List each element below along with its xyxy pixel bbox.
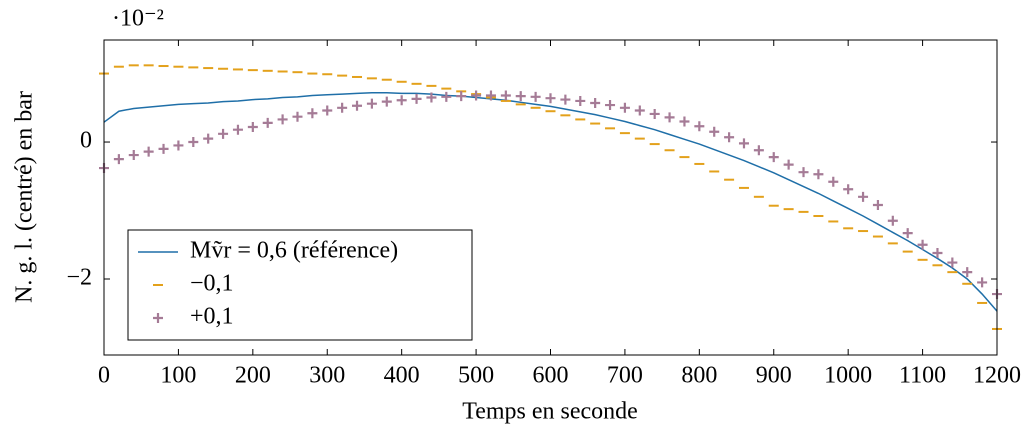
data-point xyxy=(649,108,660,119)
data-point xyxy=(471,90,482,101)
data-point xyxy=(753,145,764,156)
data-point xyxy=(128,150,139,161)
x-tick-label: 1000 xyxy=(824,363,872,389)
x-tick-label: 300 xyxy=(309,363,345,389)
y-tick-label: −2 xyxy=(66,264,92,290)
data-point xyxy=(456,91,467,102)
data-point xyxy=(738,138,749,149)
data-point xyxy=(694,121,705,132)
data-point xyxy=(307,108,318,119)
data-point xyxy=(590,98,601,108)
legend-label: +0,1 xyxy=(190,304,234,330)
data-point xyxy=(783,159,794,170)
data-point xyxy=(887,215,898,226)
data-point xyxy=(500,90,511,101)
data-point xyxy=(634,105,645,116)
legend-swatch xyxy=(153,313,163,323)
data-point xyxy=(813,169,824,180)
legend-label: Mṽr = 0,6 (référence) xyxy=(190,238,398,264)
data-point xyxy=(188,137,199,148)
data-point xyxy=(485,90,496,101)
data-point xyxy=(575,95,586,106)
data-point xyxy=(203,133,214,144)
x-tick-label: 1200 xyxy=(973,363,1021,389)
data-point xyxy=(798,167,809,178)
data-point xyxy=(709,126,720,137)
series-line xyxy=(103,91,998,312)
data-point xyxy=(962,267,973,278)
data-point xyxy=(977,277,988,288)
data-point xyxy=(173,140,184,151)
data-point xyxy=(411,93,422,104)
data-point xyxy=(113,154,124,165)
data-point xyxy=(560,94,571,105)
data-point xyxy=(679,116,690,127)
data-point xyxy=(947,257,958,268)
data-point xyxy=(277,114,288,125)
data-point xyxy=(768,152,779,163)
data-point xyxy=(426,92,437,103)
data-point xyxy=(828,176,839,187)
data-point xyxy=(262,117,273,128)
data-point xyxy=(872,200,883,211)
data-point xyxy=(515,91,526,102)
data-point xyxy=(724,132,735,143)
data-point xyxy=(337,102,348,113)
data-point xyxy=(292,111,303,122)
x-tick-label: 800 xyxy=(681,363,717,389)
data-point xyxy=(396,95,407,106)
y-axis-label: N. g. l. (centré) en bar xyxy=(12,91,38,303)
data-point xyxy=(664,112,675,123)
x-tick-label: 500 xyxy=(458,363,494,389)
data-point xyxy=(545,93,556,104)
data-point xyxy=(366,98,377,109)
x-tick-label: 1100 xyxy=(899,363,946,389)
plot-frame xyxy=(103,39,998,356)
x-tick-label: 400 xyxy=(384,363,420,389)
legend-label: −0,1 xyxy=(190,271,234,297)
data-point xyxy=(530,91,541,102)
y-tick-label: 0 xyxy=(80,128,92,154)
data-point xyxy=(843,184,854,195)
data-point xyxy=(352,100,363,111)
data-point xyxy=(218,128,229,139)
legend-box xyxy=(127,229,473,341)
x-tick-label: 0 xyxy=(98,363,110,389)
data-point xyxy=(158,143,169,154)
data-point xyxy=(232,124,243,135)
data-point xyxy=(932,247,943,258)
data-point xyxy=(605,100,616,111)
data-point xyxy=(247,121,258,132)
x-tick-label: 700 xyxy=(607,363,643,389)
data-point xyxy=(322,105,333,116)
x-tick-label: 900 xyxy=(756,363,792,389)
x-tick-label: 100 xyxy=(160,363,196,389)
data-point xyxy=(858,191,869,202)
data-point xyxy=(902,228,913,239)
x-tick-label: 600 xyxy=(533,363,569,389)
data-point xyxy=(143,146,154,157)
x-tick-label: 200 xyxy=(235,363,271,389)
data-point xyxy=(381,96,392,107)
data-point xyxy=(619,102,630,113)
x-axis-label: Temps en seconde xyxy=(462,399,638,425)
y-scale-label: ·10⁻² xyxy=(112,6,164,32)
data-point xyxy=(917,239,928,250)
data-point xyxy=(441,91,452,102)
